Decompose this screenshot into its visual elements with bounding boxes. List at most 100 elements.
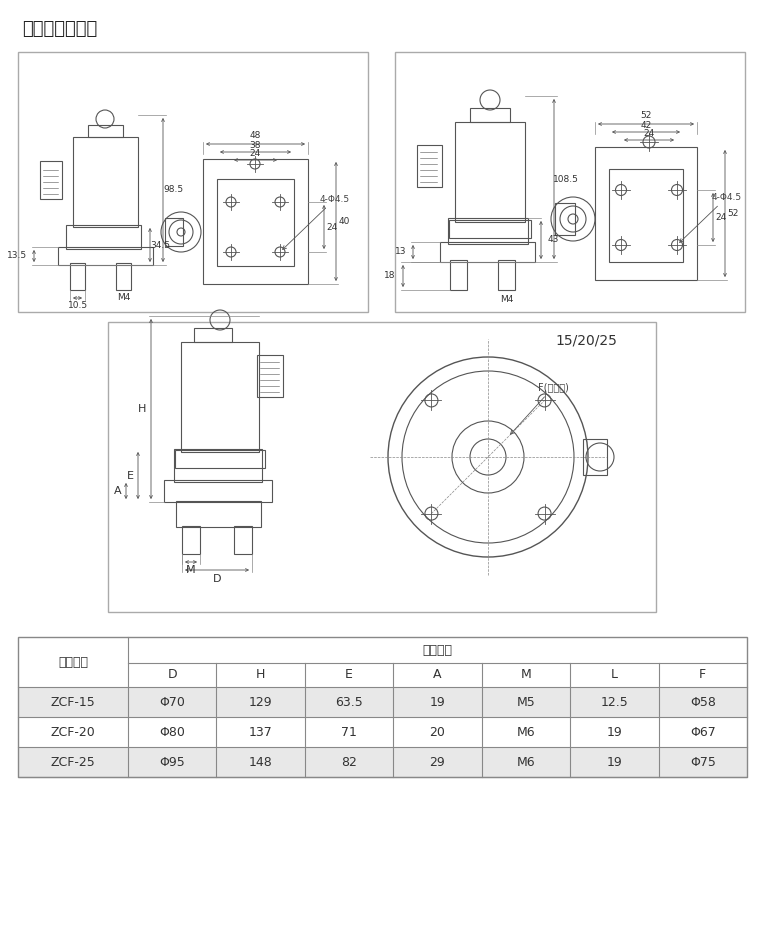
Bar — [448, 218, 528, 244]
Text: ZCF-15: ZCF-15 — [50, 695, 96, 708]
Text: Φ58: Φ58 — [690, 695, 716, 708]
Text: 52: 52 — [640, 112, 652, 120]
Text: 137: 137 — [249, 725, 272, 738]
Text: 148: 148 — [249, 756, 272, 769]
Bar — [555, 203, 575, 235]
Text: 20: 20 — [430, 725, 445, 738]
Bar — [66, 225, 141, 249]
Bar — [203, 159, 308, 284]
Bar — [449, 220, 531, 238]
Bar — [40, 161, 62, 199]
Text: Φ70: Φ70 — [159, 695, 185, 708]
Bar — [108, 322, 656, 612]
Text: 24: 24 — [643, 130, 655, 139]
Text: 63.5: 63.5 — [335, 695, 363, 708]
Text: A: A — [433, 668, 441, 681]
Text: M6: M6 — [516, 725, 535, 738]
Text: 42: 42 — [640, 121, 652, 130]
Bar — [58, 247, 153, 265]
Text: 10.5: 10.5 — [68, 300, 88, 309]
Text: M: M — [186, 565, 196, 575]
Bar — [583, 439, 607, 475]
Text: ZCF-20: ZCF-20 — [50, 725, 96, 738]
Text: 24: 24 — [249, 149, 261, 158]
Text: Φ67: Φ67 — [690, 725, 716, 738]
Text: 34.5: 34.5 — [150, 240, 170, 250]
Bar — [88, 125, 123, 137]
Text: 4-Φ4.5: 4-Φ4.5 — [283, 195, 350, 250]
Bar — [395, 52, 745, 312]
Text: 4-Φ4.5: 4-Φ4.5 — [679, 193, 742, 242]
Text: 29: 29 — [430, 756, 445, 769]
Text: 108.5: 108.5 — [553, 174, 579, 184]
Bar — [595, 147, 697, 280]
Bar — [257, 355, 283, 397]
Text: D: D — [213, 574, 221, 584]
Bar — [73, 137, 138, 227]
Text: 98.5: 98.5 — [163, 185, 183, 195]
Text: D: D — [168, 668, 177, 681]
Text: 19: 19 — [607, 756, 622, 769]
Text: F: F — [699, 668, 706, 681]
Text: 18: 18 — [383, 271, 395, 281]
Text: 13.5: 13.5 — [7, 252, 27, 261]
Text: 43: 43 — [547, 236, 558, 244]
Text: M4: M4 — [500, 295, 513, 304]
Text: M5: M5 — [516, 695, 535, 708]
Bar — [455, 122, 525, 222]
Bar — [609, 169, 683, 262]
Text: M4: M4 — [117, 294, 131, 303]
Text: Φ80: Φ80 — [159, 725, 185, 738]
Text: 15/20/25: 15/20/25 — [555, 333, 617, 347]
Text: 12.5: 12.5 — [601, 695, 628, 708]
Text: 82: 82 — [341, 756, 357, 769]
Text: 52: 52 — [728, 210, 739, 218]
Text: 外形尺寸: 外形尺寸 — [422, 643, 453, 656]
Text: Φ75: Φ75 — [690, 756, 716, 769]
Bar — [182, 526, 200, 554]
Bar — [217, 179, 294, 266]
Text: 产品型号: 产品型号 — [58, 655, 88, 668]
Text: 24: 24 — [327, 223, 337, 231]
Text: H: H — [138, 404, 146, 414]
Text: 71: 71 — [341, 725, 357, 738]
Text: 19: 19 — [607, 725, 622, 738]
Text: 129: 129 — [249, 695, 272, 708]
Bar — [440, 242, 535, 262]
Text: Φ95: Φ95 — [159, 756, 185, 769]
Text: F(中心距): F(中心距) — [510, 382, 569, 434]
Bar — [18, 687, 747, 717]
Bar — [498, 260, 515, 290]
Text: 48: 48 — [249, 131, 261, 141]
Bar — [18, 637, 747, 777]
Text: M: M — [520, 668, 532, 681]
Bar — [164, 480, 272, 502]
Text: 38: 38 — [249, 142, 261, 150]
Bar — [450, 260, 467, 290]
Bar — [470, 108, 510, 122]
Text: H: H — [256, 668, 265, 681]
Text: 24: 24 — [715, 213, 727, 223]
Text: E: E — [345, 668, 353, 681]
Text: 结构外型尺寸图: 结构外型尺寸图 — [22, 20, 97, 38]
Bar — [18, 52, 368, 312]
Text: M6: M6 — [516, 756, 535, 769]
Text: 13: 13 — [395, 248, 406, 256]
Bar — [234, 526, 252, 554]
Bar — [116, 263, 131, 290]
Bar — [176, 501, 261, 527]
Bar — [417, 145, 442, 187]
Bar — [175, 450, 265, 468]
Text: E: E — [126, 471, 134, 481]
Bar — [174, 449, 262, 482]
Bar — [181, 342, 259, 452]
Bar — [194, 328, 232, 342]
Bar — [18, 747, 747, 777]
Text: 40: 40 — [338, 217, 350, 226]
Text: ZCF-25: ZCF-25 — [50, 756, 96, 769]
Bar — [165, 218, 183, 246]
Text: A: A — [114, 486, 122, 496]
Bar — [70, 263, 85, 290]
Text: 19: 19 — [430, 695, 445, 708]
Text: L: L — [611, 668, 618, 681]
